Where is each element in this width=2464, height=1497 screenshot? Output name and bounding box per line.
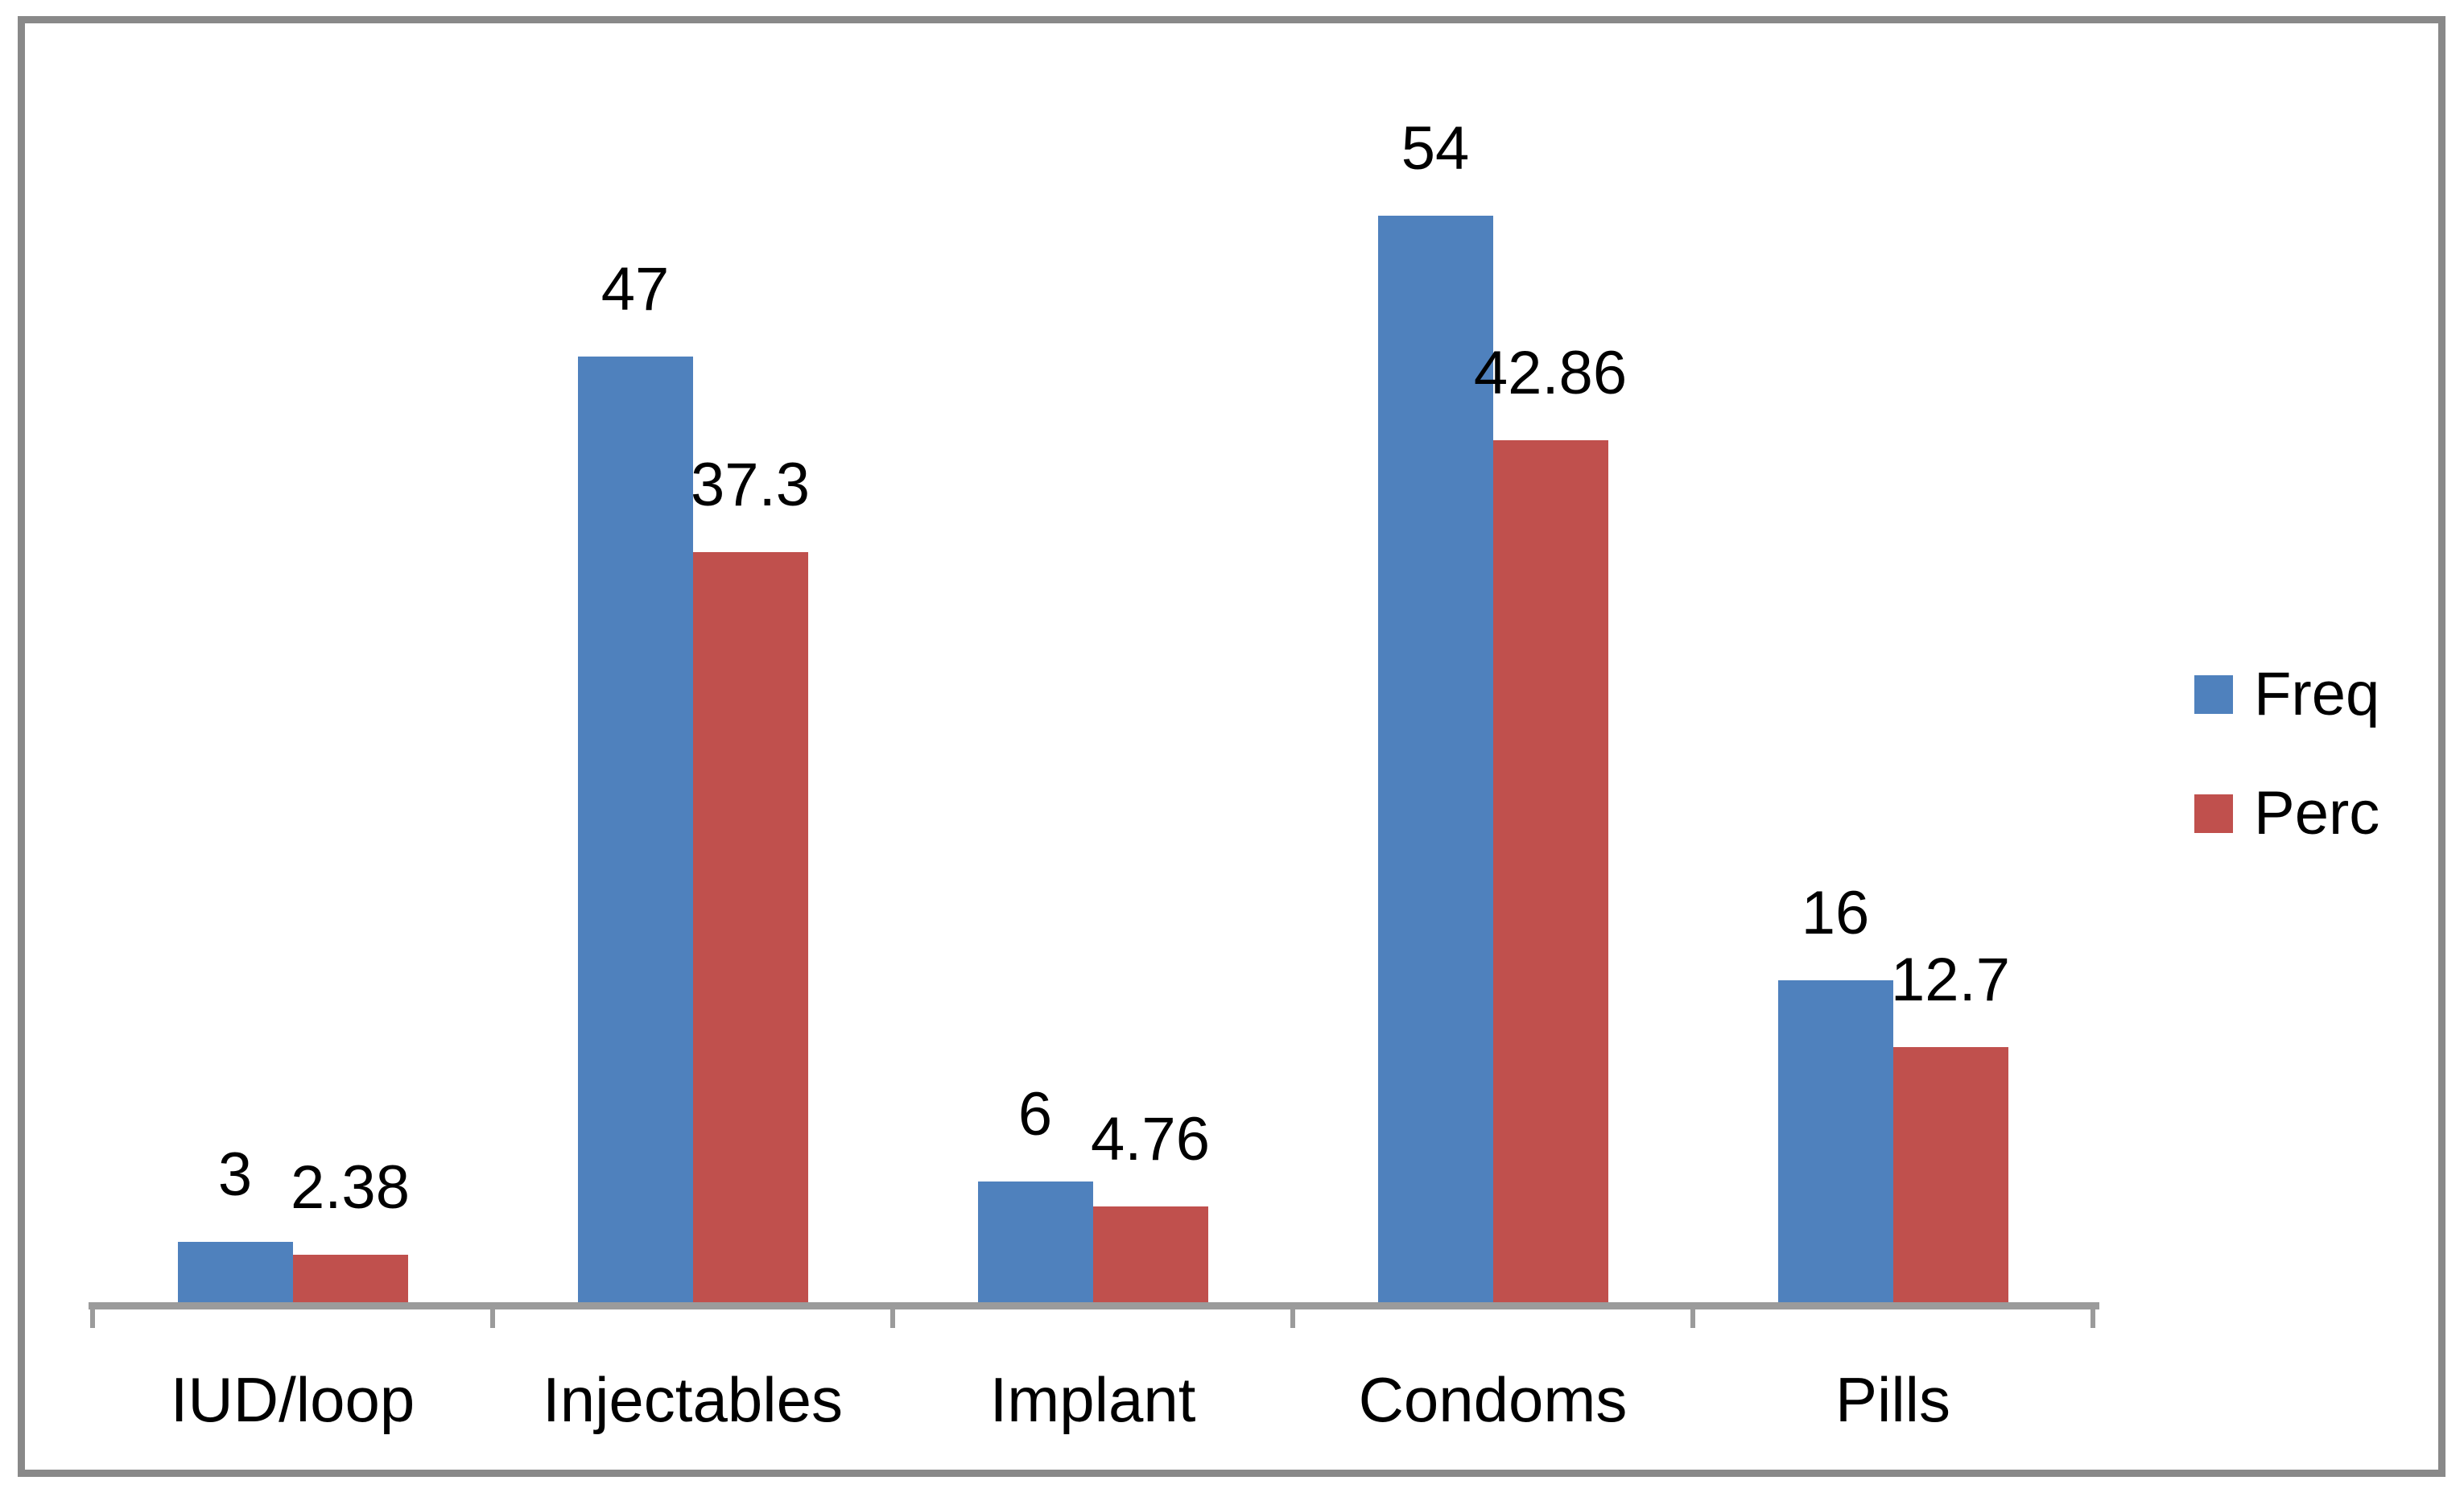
legend: Freq Perc xyxy=(2194,663,2379,901)
chart-border-frame xyxy=(18,16,2445,1477)
legend-label-freq: Freq xyxy=(2254,660,2380,728)
bar-perc-implant xyxy=(1092,1206,1208,1302)
x-axis-line xyxy=(89,1302,2099,1309)
bar-perc-injectables xyxy=(692,551,808,1302)
value-label-freq-iud-loop: 3 xyxy=(217,1140,253,1209)
x-axis-label-implant: Implant xyxy=(989,1364,1196,1435)
x-axis-tick-3 xyxy=(1290,1302,1295,1328)
x-axis-label-injectables: Injectables xyxy=(543,1364,843,1435)
value-label-perc-iud-loop: 2.38 xyxy=(291,1153,410,1222)
value-label-perc-injectables: 37.3 xyxy=(691,450,810,519)
bar-freq-injectables xyxy=(577,357,693,1302)
bar-freq-condoms xyxy=(1377,216,1493,1302)
x-axis-tick-1 xyxy=(490,1302,495,1328)
bar-freq-implant xyxy=(977,1182,1093,1302)
x-axis-label-iud-loop: IUD/loop xyxy=(170,1364,415,1435)
bar-perc-pills xyxy=(1892,1046,2008,1302)
value-label-freq-implant: 6 xyxy=(1017,1080,1053,1149)
value-label-perc-implant: 4.76 xyxy=(1091,1105,1210,1173)
x-axis-tick-2 xyxy=(890,1302,895,1328)
value-label-freq-pills: 16 xyxy=(1801,879,1870,947)
x-axis-tick-4 xyxy=(1690,1302,1695,1328)
value-label-freq-condoms: 54 xyxy=(1401,114,1470,183)
bar-perc-condoms xyxy=(1492,439,1608,1302)
value-label-perc-pills: 12.7 xyxy=(1891,945,2010,1014)
legend-item-freq: Freq xyxy=(2194,663,2379,726)
legend-item-perc: Perc xyxy=(2194,782,2379,845)
bar-freq-iud-loop xyxy=(177,1242,293,1302)
legend-label-perc: Perc xyxy=(2254,779,2380,847)
bar-perc-iud-loop xyxy=(292,1254,408,1302)
value-label-freq-injectables: 47 xyxy=(601,255,670,324)
x-axis-label-condoms: Condoms xyxy=(1358,1364,1628,1435)
legend-color-swatch-perc xyxy=(2194,794,2233,833)
bar-freq-pills xyxy=(1777,980,1893,1302)
x-axis-tick-0 xyxy=(90,1302,95,1328)
x-axis-tick-5 xyxy=(2090,1302,2095,1328)
x-axis-label-pills: Pills xyxy=(1835,1364,1951,1435)
legend-color-swatch-freq xyxy=(2194,675,2233,714)
value-label-perc-condoms: 42.86 xyxy=(1473,338,1628,407)
